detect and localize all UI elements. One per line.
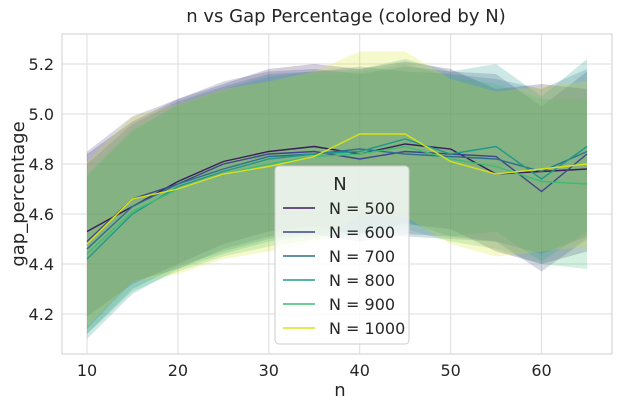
series-line-5: [86, 145, 588, 255]
x-axis-label: n: [334, 380, 345, 401]
legend-box: [274, 165, 410, 345]
legend-items: N = 500 N = 600 N = 700 N = 800 N = 900 N = 1…: [283, 199, 405, 338]
x-tick-label: 60: [531, 361, 551, 380]
y-axis-label: gap_percentage: [8, 121, 29, 266]
legend-label: N = 500: [329, 199, 395, 218]
legend-label: N = 1000: [329, 319, 405, 338]
y-tick-label: 4.6: [29, 205, 54, 224]
series-line-6: [86, 133, 588, 245]
x-tick-label: 50: [440, 361, 460, 380]
x-tick-label: 10: [77, 361, 97, 380]
y-tick-label: 5.0: [29, 105, 54, 124]
series-lines: [86, 133, 588, 260]
chart-title: n vs Gap Percentage (colored by N): [186, 6, 505, 27]
y-tick-label: 4.8: [29, 155, 54, 174]
legend-label: N = 600: [329, 223, 395, 242]
legend-title: N: [333, 174, 346, 195]
x-tick-label: 20: [168, 361, 188, 380]
y-tick-label: 5.2: [29, 55, 54, 74]
x-tick-label: 40: [350, 361, 370, 380]
legend-label: N = 900: [329, 295, 395, 314]
y-tick-label: 4.4: [29, 255, 54, 274]
legend-label: N = 800: [329, 271, 395, 290]
y-tick-label: 4.2: [29, 305, 54, 324]
y-axis-ticks: 4.2 4.4 4.6 4.8 5.0 5.2: [29, 55, 54, 324]
legend-label: N = 700: [329, 247, 395, 266]
x-tick-label: 30: [259, 361, 279, 380]
x-axis-ticks: 10 20 30 40 50 60: [77, 361, 552, 380]
series-line-3: [86, 148, 588, 250]
